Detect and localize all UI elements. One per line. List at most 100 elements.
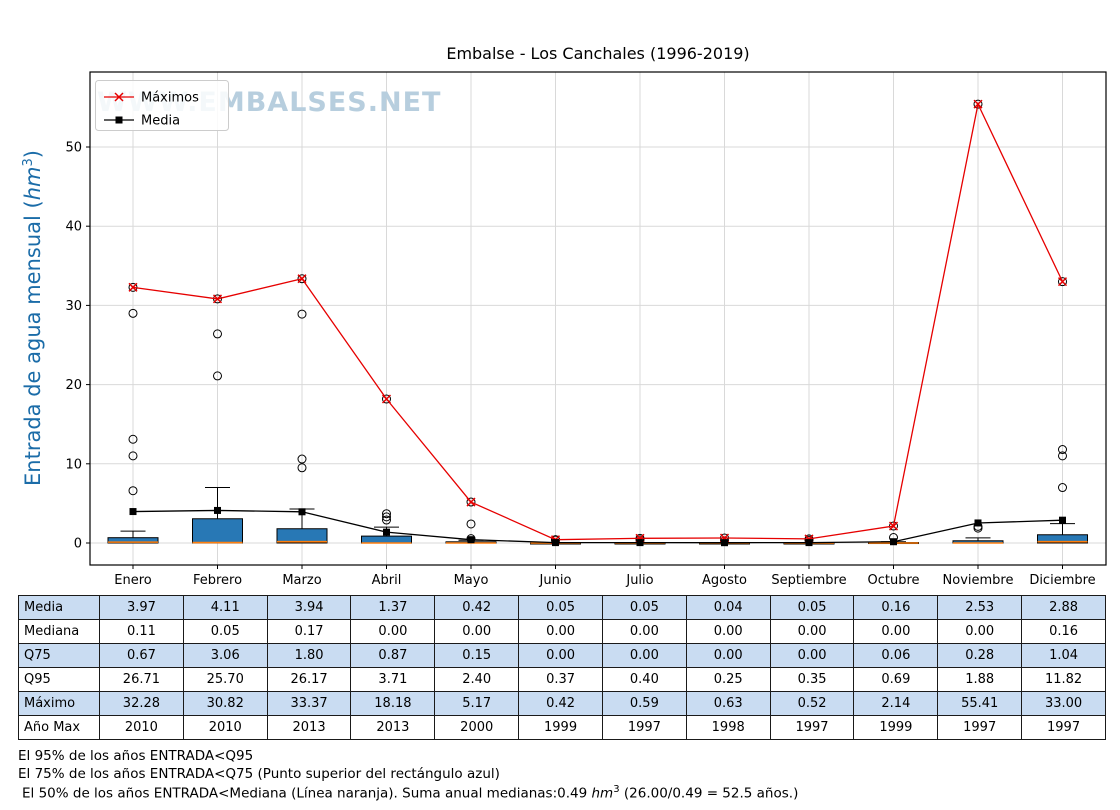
table-cell: 0.63 (685, 691, 771, 716)
table-row-label: Q75 (18, 643, 100, 668)
square-marker-icon (974, 519, 982, 527)
table-cell: 0.35 (769, 667, 855, 692)
table-cell: 2013 (266, 715, 352, 740)
table-cell: 1997 (937, 715, 1023, 740)
table-cell: 0.37 (518, 667, 603, 692)
table-cell: 0.00 (601, 643, 687, 668)
square-marker-icon (552, 539, 559, 547)
boxplot-febrero (192, 294, 243, 544)
boxplot-enero (107, 282, 159, 544)
outlier-point (213, 371, 222, 381)
table-cell: 2.14 (853, 691, 939, 716)
table-row-label: Máximo (18, 691, 100, 716)
table-row-label: Mediana (18, 619, 100, 644)
outlier-point (382, 512, 391, 522)
table-cell: 0.05 (769, 595, 855, 620)
table-cell: 3.71 (350, 667, 436, 692)
y-axis-ticks: 0 10 20 30 40 50 (65, 141, 90, 552)
boxplot-diciembre (1037, 277, 1088, 544)
square-marker-icon (890, 538, 897, 546)
chart-title: Embalse - Los Canchales (1996-2019) (446, 44, 750, 63)
svg-text:30: 30 (65, 299, 82, 314)
table-cell: 0.00 (434, 619, 520, 644)
table-cell: 3.06 (182, 643, 268, 668)
table-cell: 2.40 (434, 667, 520, 692)
table-row-media: Media 3.97 4.11 3.94 1.37 0.42 0.05 0.05 0.04 0.0… (18, 595, 1106, 620)
square-marker-icon (298, 508, 306, 516)
table-cell: 0.42 (434, 595, 520, 620)
svg-text:Julio: Julio (625, 573, 653, 588)
footer-line-mediana-close: (26.00/0.49 = 52.5 años.) (619, 785, 799, 802)
x-marker-icon (128, 282, 138, 292)
svg-text:Junio: Junio (539, 573, 572, 588)
table-cell: 3.97 (99, 595, 184, 620)
table-cell: 0.69 (853, 667, 939, 692)
table-row-label: Año Max (18, 715, 100, 740)
table-cell: 3.94 (266, 595, 352, 620)
table-cell: 0.00 (518, 643, 603, 668)
stats-table: Media 3.97 4.11 3.94 1.37 0.42 0.05 0.05 0.04 0.0… (18, 595, 1106, 740)
legend-x-marker-icon (114, 92, 124, 102)
table-cell: 0.00 (853, 619, 939, 644)
outlier-point (1058, 483, 1067, 493)
table-cell: 0.00 (518, 619, 603, 644)
x-marker-icon (1057, 277, 1068, 287)
boxplot-abril (361, 394, 412, 544)
x-marker-icon (297, 274, 307, 284)
table-row-label: Q95 (18, 667, 100, 692)
table-cell: 0.00 (685, 643, 771, 668)
series-máximos (128, 99, 1068, 545)
square-marker-icon (214, 506, 221, 514)
plot-border (89, 71, 1107, 566)
outlier-point (382, 394, 391, 404)
stats-table-body: Media 3.97 4.11 3.94 1.37 0.42 0.05 0.05 0.04 0.0… (18, 595, 1106, 740)
table-cell: 0.25 (685, 667, 771, 692)
table-cell: 2.88 (1021, 595, 1106, 620)
table-cell: 0.15 (434, 643, 520, 668)
footer-line-mediana: El 50% de los años ENTRADA<Mediana (Líne… (18, 784, 798, 802)
table-cell: 0.06 (853, 643, 939, 668)
series-media (129, 506, 1066, 547)
table-cell: 11.82 (1021, 667, 1106, 692)
table-cell: 2013 (350, 715, 436, 740)
square-marker-icon (383, 528, 390, 536)
table-cell: 25.70 (182, 667, 268, 692)
table-row-q75: Q75 0.67 3.06 1.80 0.87 0.15 0.00 0.00 0.00 0.00 0… (18, 643, 1106, 668)
outlier-point (213, 329, 222, 339)
svg-text:20: 20 (65, 378, 82, 393)
table-cell: 1.04 (1021, 643, 1106, 668)
table-cell: 0.28 (937, 643, 1023, 668)
footer-line-q95: El 95% de los años ENTRADA<Q95 (18, 748, 254, 764)
table-cell: 33.00 (1021, 691, 1106, 716)
table-row-año-max: Año Max 2010 2010 2013 2013 2000 1999 1997 1998 1… (18, 715, 1106, 740)
table-cell: 1.88 (937, 667, 1023, 692)
table-cell: 1.80 (266, 643, 352, 668)
footer-line-mediana-unit: hm (591, 785, 614, 802)
svg-text:Agosto: Agosto (702, 573, 747, 588)
table-cell: 2010 (182, 715, 268, 740)
outlier-point (466, 497, 476, 507)
table-cell: 0.00 (769, 619, 855, 644)
table-cell: 0.05 (601, 595, 687, 620)
outlier-point (382, 515, 391, 525)
legend-label: Media (141, 114, 180, 129)
svg-text:Octubre: Octubre (867, 573, 919, 588)
table-cell: 0.05 (518, 595, 603, 620)
table-cell: 18.18 (350, 691, 436, 716)
table-cell: 1998 (685, 715, 771, 740)
outlier-point (128, 308, 138, 318)
svg-text:Septiembre: Septiembre (771, 573, 846, 588)
table-cell: 26.17 (266, 667, 352, 692)
outlier-point (297, 454, 307, 464)
square-marker-icon (1059, 516, 1066, 524)
svg-text:Enero: Enero (114, 573, 152, 588)
svg-text:50: 50 (65, 141, 82, 156)
footer-line-mediana-text: El 50% de los años ENTRADA<Mediana (Líne… (22, 785, 592, 802)
table-cell: 5.17 (434, 691, 520, 716)
table-cell: 2000 (434, 715, 520, 740)
outlier-point (1058, 451, 1067, 461)
table-cell: 0.00 (601, 619, 687, 644)
footer-line-q75: El 75% de los años ENTRADA<Q75 (Punto su… (18, 766, 500, 782)
footer-notes: El 95% de los años ENTRADA<Q95 El 75% de… (18, 748, 798, 802)
